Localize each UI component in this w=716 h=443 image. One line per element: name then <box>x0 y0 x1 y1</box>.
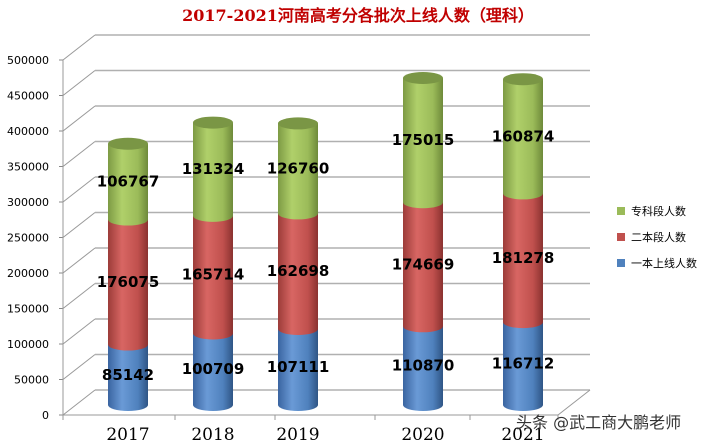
data-label: 110870 <box>392 357 455 375</box>
legend-swatch-blue <box>617 259 625 267</box>
bar-2019: 107111 162698 126760 <box>267 117 330 411</box>
data-label: 107111 <box>267 358 330 376</box>
bar-segment <box>503 79 543 200</box>
x-axis-labels: 2017 2018 2019 2020 2021 <box>106 425 544 443</box>
bars: 85142 176075 106767 100709 165714 131324 10711… <box>97 72 555 411</box>
x-tick-label: 2017 <box>106 425 149 443</box>
bar-top-cap <box>108 137 148 150</box>
bar-2020: 110870 174669 175015 <box>392 72 455 411</box>
y-axis: 0 50000 100000 150000 200000 250000 300000 3500… <box>7 54 559 422</box>
y-tick-label: 400000 <box>7 125 49 138</box>
watermark: 头条 @武工商大鹏老师 <box>516 413 682 432</box>
data-label: 181278 <box>492 249 555 267</box>
data-label: 165714 <box>182 266 245 284</box>
bar-segment <box>108 344 148 411</box>
legend-label: 一本上线人数 <box>631 257 697 270</box>
bar-segment <box>193 215 233 340</box>
bar-segment <box>503 322 543 411</box>
bar-2017: 85142 176075 106767 <box>97 137 160 411</box>
bar-segment <box>403 78 443 209</box>
bar-top-cap <box>193 116 233 129</box>
legend-item-yiben: 一本上线人数 <box>617 250 697 276</box>
bar-segment <box>278 213 318 335</box>
y-tick-label: 200000 <box>7 267 49 280</box>
y-tick-label: 150000 <box>7 303 49 316</box>
data-label: 131324 <box>182 160 245 178</box>
data-label: 116712 <box>492 355 555 373</box>
legend-label: 专科段人数 <box>631 205 686 218</box>
y-tick-label: 50000 <box>14 374 49 387</box>
x-tick-label: 2019 <box>276 425 319 443</box>
y-tick-label: 450000 <box>7 90 49 103</box>
y-tick-label: 100000 <box>7 338 49 351</box>
legend-label: 二本段人数 <box>631 231 686 244</box>
data-label: 106767 <box>97 173 160 191</box>
data-label: 126760 <box>267 159 330 177</box>
bar-segment <box>278 328 318 411</box>
bar-segment <box>108 143 148 226</box>
bar-segment <box>403 202 443 333</box>
bar-segment <box>193 122 233 222</box>
bar-2018: 100709 165714 131324 <box>182 116 245 411</box>
chart-title: 2017-2021河南高考分各批次上线人数（理科） <box>182 6 534 25</box>
bar-segment <box>193 333 233 411</box>
y-tick-label: 500000 <box>7 54 49 67</box>
legend-item-erben: 二本段人数 <box>617 224 697 250</box>
x-tick-label: 2020 <box>401 425 444 443</box>
data-label: 162698 <box>267 262 330 280</box>
legend: 专科段人数 二本段人数 一本上线人数 <box>617 198 697 276</box>
data-label: 85142 <box>102 366 154 384</box>
y-tick-label: 250000 <box>7 232 49 245</box>
bar-top-cap <box>278 117 318 130</box>
data-label: 175015 <box>392 131 455 149</box>
data-label: 174669 <box>392 255 455 273</box>
data-label: 176075 <box>97 273 160 291</box>
y-tick-label: 350000 <box>7 161 49 174</box>
data-label: 160874 <box>492 127 555 145</box>
x-tick-label: 2018 <box>191 425 234 443</box>
y-tick-label: 300000 <box>7 196 49 209</box>
x-tick-label: 2021 <box>501 425 544 443</box>
bar-top-cap <box>403 72 443 85</box>
legend-swatch-green <box>617 207 625 215</box>
bar-segment <box>278 123 318 220</box>
legend-item-zhuanke: 专科段人数 <box>617 198 697 224</box>
legend-swatch-red <box>617 233 625 241</box>
data-label: 100709 <box>182 360 245 378</box>
bar-segment <box>503 193 543 329</box>
y-tick-label: 0 <box>42 409 49 422</box>
bar-top-cap <box>503 73 543 86</box>
bar-segment <box>403 326 443 411</box>
bar-2021: 116712 181278 160874 <box>492 73 555 411</box>
bar-segment <box>108 219 148 351</box>
